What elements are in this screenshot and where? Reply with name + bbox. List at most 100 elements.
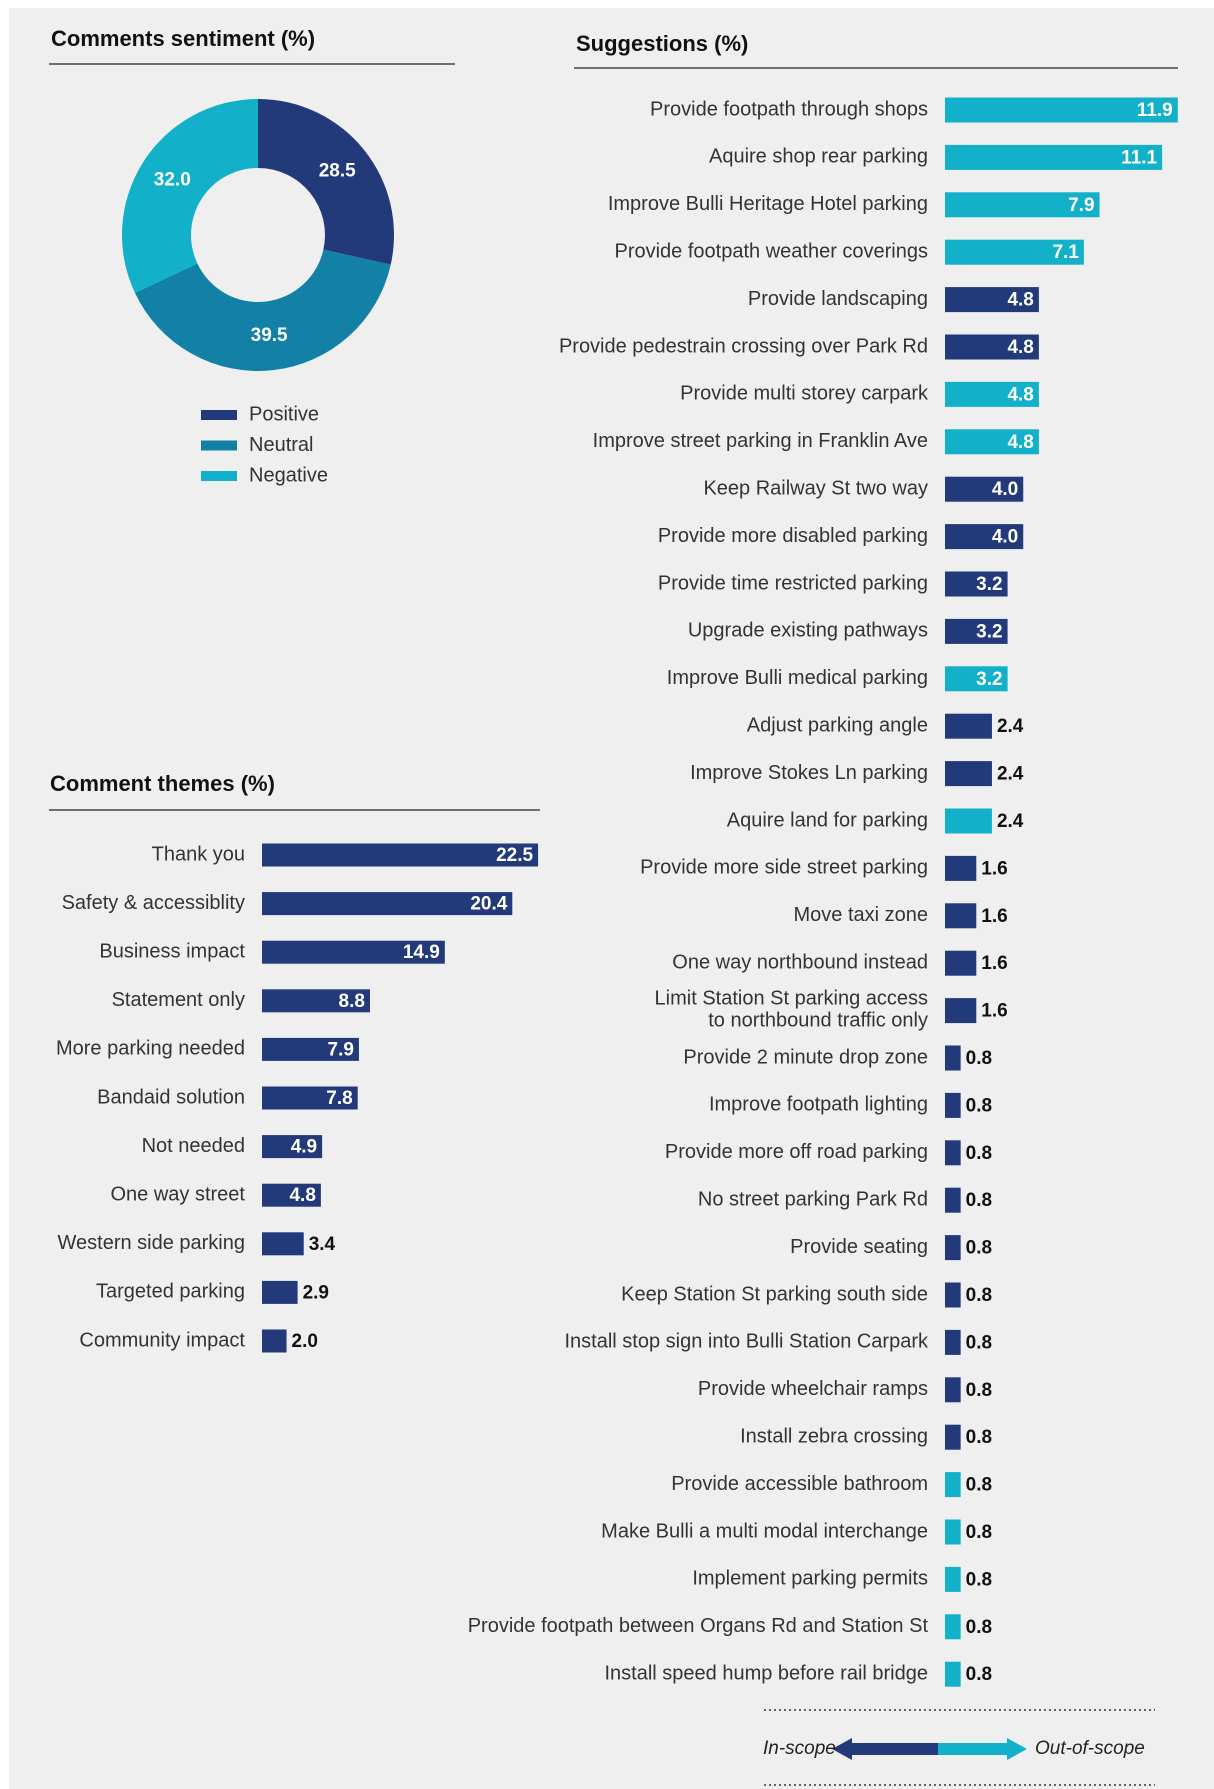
bar xyxy=(945,1140,961,1166)
value-label: 11.9 xyxy=(1137,100,1173,121)
bar xyxy=(262,1135,323,1159)
category-label: One way northbound instead xyxy=(672,951,928,973)
category-label: Provide time restricted parking xyxy=(658,572,928,594)
bar xyxy=(262,989,370,1013)
value-label: 7.9 xyxy=(328,1039,354,1060)
bar xyxy=(945,618,1008,644)
bar xyxy=(262,1183,321,1207)
category-label: Improve Stokes Ln parking xyxy=(690,762,928,784)
value-label: 14.9 xyxy=(403,942,440,963)
value-label: 3.2 xyxy=(976,621,1002,642)
category-label: Keep Station St parking south side xyxy=(621,1283,928,1305)
bar xyxy=(945,1519,961,1545)
value-label: 3.2 xyxy=(976,574,1002,595)
value-label: 3.2 xyxy=(976,669,1002,690)
bar xyxy=(945,1187,961,1213)
value-label: 8.8 xyxy=(339,991,365,1012)
category-label: Limit Station St parking access to northb… xyxy=(655,988,928,1032)
category-label: Upgrade existing pathways xyxy=(688,620,928,642)
value-label: 4.8 xyxy=(1007,290,1033,311)
category-label: Make Bulli a multi modal interchange xyxy=(601,1520,928,1542)
bar xyxy=(945,97,1178,123)
value-label: 2.4 xyxy=(997,811,1024,832)
category-label: No street parking Park Rd xyxy=(698,1188,928,1210)
value-label: 2.4 xyxy=(997,716,1024,737)
legend-label: Negative xyxy=(249,464,328,486)
value-label: 4.0 xyxy=(992,527,1018,548)
donut-slice xyxy=(134,249,391,371)
bar xyxy=(945,476,1024,502)
slice-label: 32.0 xyxy=(154,170,191,191)
legend-label: Out-of-scope xyxy=(1035,1738,1145,1759)
category-label: Install zebra crossing xyxy=(740,1425,928,1447)
value-label: 0.8 xyxy=(966,1095,992,1116)
value-label: 4.8 xyxy=(1007,432,1033,453)
bar xyxy=(945,808,992,834)
legend-label: Positive xyxy=(249,403,319,425)
value-label: 0.8 xyxy=(966,1569,992,1590)
category-label: Western side parking xyxy=(58,1232,246,1254)
bar xyxy=(945,1235,961,1261)
slice-label: 28.5 xyxy=(319,161,356,182)
category-label: Targeted parking xyxy=(96,1281,245,1303)
donut-slice xyxy=(258,99,394,265)
category-label: Provide seating xyxy=(790,1236,928,1258)
category-label: Improve Bulli medical parking xyxy=(667,667,928,689)
value-label: 0.8 xyxy=(966,1190,992,1211)
bar xyxy=(945,1614,961,1640)
value-label: 4.8 xyxy=(289,1185,315,1206)
value-label: 0.8 xyxy=(966,1664,992,1685)
legend-swatch xyxy=(201,440,237,451)
bar xyxy=(945,1566,961,1592)
category-label: Move taxi zone xyxy=(793,904,928,926)
bar xyxy=(945,381,1039,407)
category-label: One way street xyxy=(110,1183,245,1205)
bar xyxy=(945,1329,961,1355)
category-label: Provide wheelchair ramps xyxy=(698,1378,928,1400)
value-label: 22.5 xyxy=(496,845,533,866)
category-label: Provide pedestrain crossing over Park Rd xyxy=(559,335,928,357)
bar xyxy=(262,843,539,867)
category-label: Improve Bulli Heritage Hotel parking xyxy=(608,193,928,215)
value-label: 0.8 xyxy=(966,1143,992,1164)
value-label: 7.8 xyxy=(326,1088,352,1109)
value-label: 0.8 xyxy=(966,1380,992,1401)
value-label: 0.8 xyxy=(966,1332,992,1353)
value-label: 0.8 xyxy=(966,1238,992,1259)
bar xyxy=(945,1092,961,1118)
bar xyxy=(945,1377,961,1403)
bar xyxy=(945,144,1163,170)
legend-label: Neutral xyxy=(249,434,313,456)
value-label: 1.6 xyxy=(981,906,1007,927)
legend-swatch xyxy=(201,471,237,481)
bar xyxy=(945,334,1039,360)
category-label: Provide more disabled parking xyxy=(658,525,928,547)
value-label: 0.8 xyxy=(966,1285,992,1306)
value-label: 0.8 xyxy=(966,1617,992,1638)
value-label: 0.8 xyxy=(966,1048,992,1069)
bar xyxy=(945,1472,961,1498)
value-label: 4.8 xyxy=(1007,384,1033,405)
category-label: Install speed hump before rail bridge xyxy=(604,1662,928,1684)
bar xyxy=(945,855,977,881)
category-label: Provide landscaping xyxy=(748,288,928,310)
bar xyxy=(945,287,1039,313)
chart-title: Suggestions (%) xyxy=(576,31,748,56)
bar xyxy=(945,239,1084,265)
value-label: 3.4 xyxy=(309,1234,336,1255)
value-label: 1.6 xyxy=(981,858,1007,879)
bar xyxy=(262,1329,287,1353)
bar xyxy=(945,998,977,1024)
bar xyxy=(262,1086,358,1110)
category-label: Provide multi storey carpark xyxy=(680,383,929,405)
value-label: 1.6 xyxy=(981,1001,1007,1022)
value-label: 2.9 xyxy=(303,1282,329,1303)
category-label: Improve footpath lighting xyxy=(709,1094,928,1116)
category-label: Provide 2 minute drop zone xyxy=(683,1046,928,1068)
bar xyxy=(262,1232,304,1256)
category-label: Keep Railway St two way xyxy=(703,477,928,499)
value-label: 0.8 xyxy=(966,1475,992,1496)
legend-label: In-scope xyxy=(763,1738,836,1759)
value-label: 7.9 xyxy=(1068,195,1094,216)
category-label: Implement parking permits xyxy=(692,1568,928,1590)
